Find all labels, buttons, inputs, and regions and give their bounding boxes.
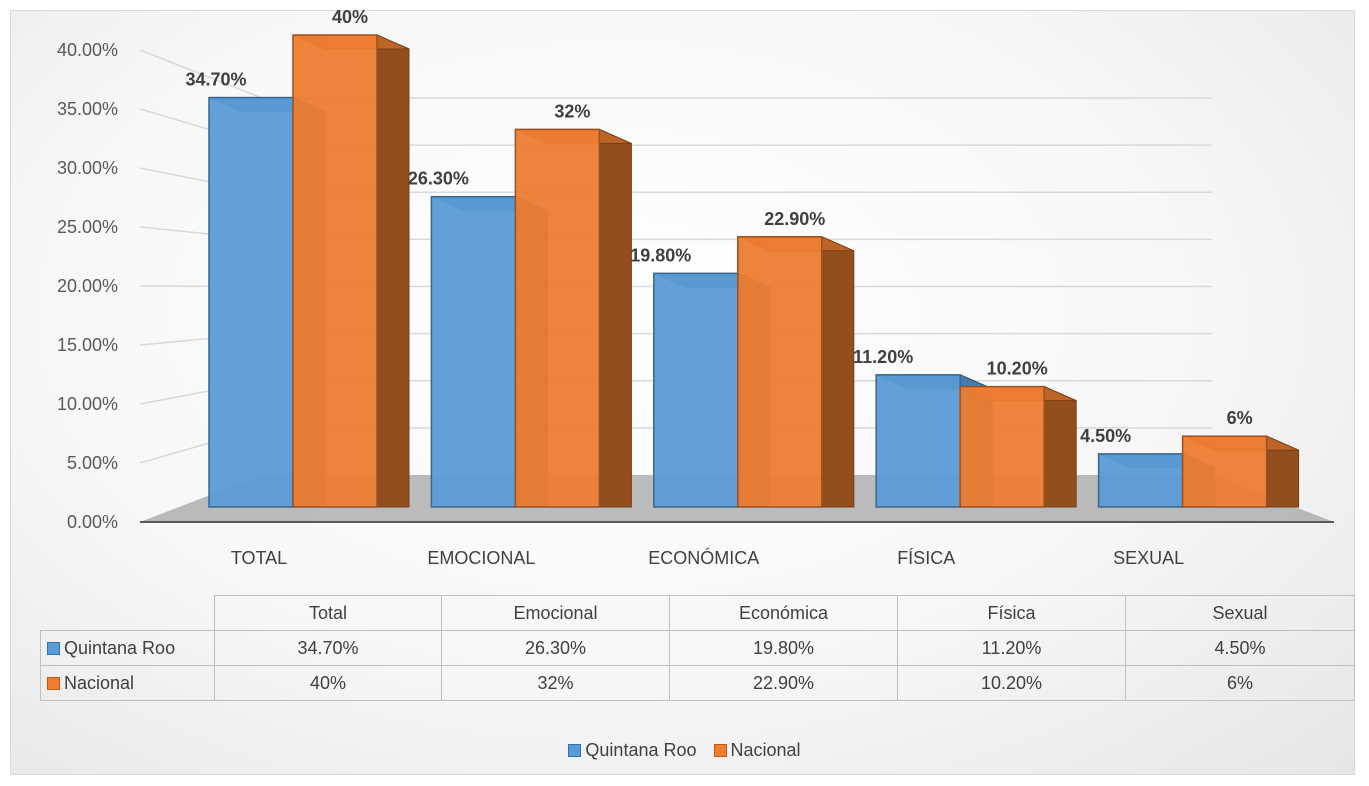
bar-front	[292, 34, 378, 508]
data-table-header: Física	[897, 595, 1126, 631]
data-table-header: Económica	[669, 595, 898, 631]
data-label: 4.50%	[1080, 426, 1131, 446]
data-label: 34.70%	[185, 70, 246, 90]
y-tick-label: 25.00%	[57, 217, 118, 237]
gridline-side	[139, 49, 263, 99]
bar-side	[1043, 385, 1077, 508]
data-table-cell: 40%	[214, 665, 442, 701]
data-label: 40%	[332, 7, 368, 27]
legend: Quintana Roo Nacional	[0, 740, 1369, 761]
bar-front	[430, 195, 517, 508]
x-category-label: EMOCIONAL	[427, 548, 535, 568]
data-table-row-label: Nacional	[40, 665, 215, 701]
row-name: Quintana Roo	[64, 637, 176, 658]
data-table-cell: 4.50%	[1125, 630, 1355, 666]
data-table-cell: 11.20%	[897, 630, 1126, 666]
nacional-swatch-icon	[713, 744, 727, 757]
data-table-row: Quintana Roo 34.70% 26.30% 19.80% 11.20%…	[40, 630, 1355, 666]
data-table-cell: 34.70%	[214, 630, 442, 666]
row-name: Nacional	[64, 672, 135, 693]
bar-nacional	[514, 128, 632, 508]
data-table-corner	[40, 595, 215, 631]
data-table-cell: 22.90%	[669, 665, 898, 701]
y-tick-label: 35.00%	[57, 99, 118, 119]
data-table-header: Total	[214, 595, 442, 631]
bar-front	[1181, 435, 1268, 508]
quintana-roo-swatch-icon	[568, 744, 582, 757]
bars	[208, 34, 1300, 508]
data-table-header: Emocional	[441, 595, 670, 631]
data-table-cell: 32%	[441, 665, 670, 701]
bar-front	[653, 272, 739, 508]
bar-front	[208, 96, 294, 508]
data-label: 6%	[1227, 408, 1253, 428]
bar-side	[376, 34, 410, 508]
legend-item: Nacional	[713, 740, 801, 761]
data-label: 26.30%	[408, 169, 469, 189]
bar-nacional	[737, 236, 855, 508]
data-table-header: Sexual	[1125, 595, 1355, 631]
data-label: 22.90%	[764, 209, 825, 229]
y-tick-label: 40.00%	[57, 40, 118, 60]
y-tick-label: 15.00%	[57, 335, 118, 355]
bar-nacional	[959, 385, 1077, 508]
data-table: Total Emocional Económica Física Sexual …	[40, 595, 1355, 701]
bar-front	[514, 128, 601, 508]
data-table-row: Nacional 40% 32% 22.90% 10.20% 6%	[40, 665, 1355, 701]
bar-side	[598, 128, 632, 508]
data-table-cell: 10.20%	[897, 665, 1126, 701]
data-label: 11.20%	[853, 347, 913, 367]
x-category-label: FÍSICA	[897, 548, 955, 568]
y-tick-label: 10.00%	[57, 394, 118, 414]
quintana-roo-swatch-icon	[47, 641, 60, 655]
bar-front	[737, 236, 823, 508]
bar-front	[875, 374, 961, 508]
data-table-cell: 6%	[1125, 665, 1355, 701]
data-table-cell: 26.30%	[441, 630, 670, 666]
x-category-label: ECONÓMICA	[648, 547, 759, 568]
data-table-cell: 19.80%	[669, 630, 898, 666]
legend-label: Nacional	[730, 740, 801, 760]
bar-front	[1097, 453, 1184, 508]
data-table-header-row: Total Emocional Económica Física Sexual	[40, 595, 1355, 631]
bar-front	[959, 385, 1045, 508]
data-table-row-label: Quintana Roo	[40, 630, 215, 666]
bar-nacional	[1181, 435, 1300, 508]
x-category-label: SEXUAL	[1113, 548, 1184, 568]
bar-side	[821, 236, 855, 508]
bar-nacional	[292, 34, 410, 508]
x-category-label: TOTAL	[231, 548, 287, 568]
nacional-swatch-icon	[47, 676, 60, 690]
legend-label: Quintana Roo	[585, 740, 697, 760]
data-label: 10.20%	[987, 359, 1048, 379]
data-label: 32%	[554, 101, 590, 121]
y-tick-label: 30.00%	[57, 158, 118, 178]
y-tick-label: 5.00%	[67, 453, 118, 473]
legend-item: Quintana Roo	[568, 740, 697, 761]
data-label: 19.80%	[630, 245, 691, 265]
data-labels: 34.70% 40% 26.30% 32% 19.80% 22.90% 11.20% 10.2…	[185, 7, 1252, 446]
y-tick-label: 0.00%	[67, 512, 118, 532]
y-tick-label: 20.00%	[57, 276, 118, 296]
